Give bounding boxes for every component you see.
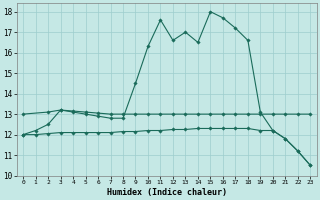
X-axis label: Humidex (Indice chaleur): Humidex (Indice chaleur) <box>107 188 227 197</box>
